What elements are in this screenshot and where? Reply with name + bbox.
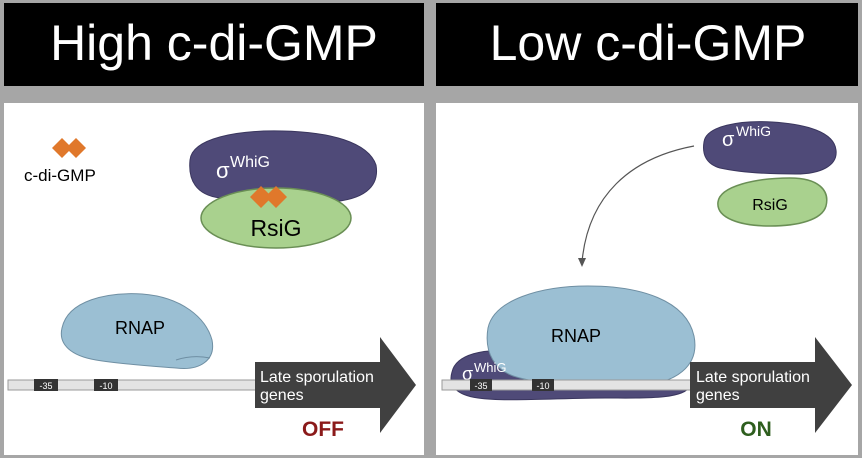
right-promoter-35-label: -35 [474,381,487,391]
right-rsig-label: RsiG [752,197,788,214]
left-rnap-shape [60,293,214,369]
left-gene-label-line1: Late sporulation [260,369,374,386]
left-promoter-35-label: -35 [39,381,52,391]
right-state-on: ON [740,418,772,441]
right-header [436,3,858,86]
right-sigma-whig-shape [703,121,837,175]
left-gene-label-line2: genes [260,387,304,404]
left-panel: High c-di-GMP c-di-GMP σ WhiG RsiG RNAP … [4,3,424,455]
right-rnap-shape [486,285,696,388]
curved-arrow-icon [581,145,695,263]
left-state-off: OFF [302,418,344,441]
right-promoter-10-box [532,379,554,391]
bound-sigma-label: WhiG [474,360,507,375]
right-promoter-35-box [470,379,492,391]
right-rnap-label: RNAP [551,326,601,346]
left-promoter-35-box [34,379,58,391]
left-gene-arrow-icon [255,337,416,433]
right-sigma-label: WhiG [736,123,771,139]
left-rsig-label: RsiG [250,215,301,241]
right-gene-label-line1: Late sporulation [696,369,810,386]
right-promoter-10-label: -10 [536,381,549,391]
bound-sigma-symbol: σ [462,364,473,384]
right-panel: Low c-di-GMP σ WhiG RsiG RNAP σ WhiG -35… [436,3,858,455]
right-gene-label-line2: genes [696,387,740,404]
left-rnap-label: RNAP [115,318,165,338]
c-di-gmp-legend-label: c-di-GMP [24,166,96,185]
left-sigma-symbol: σ [216,158,230,183]
left-title: High c-di-GMP [50,15,378,71]
left-promoter-10-box [94,379,118,391]
c-di-gmp-legend-icon [52,138,86,158]
right-sigma-symbol: σ [722,129,735,151]
right-gene-arrow-icon [690,337,852,433]
left-promoter-10-label: -10 [99,381,112,391]
right-rsig-shape [717,177,828,227]
left-sigma-label: WhiG [230,154,270,171]
right-title: Low c-di-GMP [490,15,807,71]
bound-c-di-gmp-icon [250,186,287,208]
left-header [4,3,424,86]
